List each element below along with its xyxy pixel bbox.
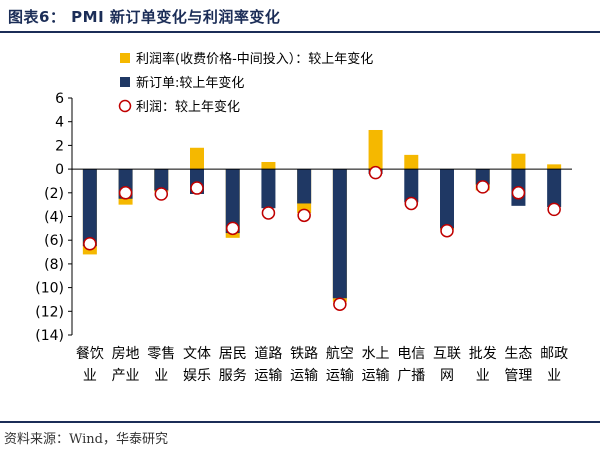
profit-marker: [368, 165, 383, 180]
profit-marker: [261, 206, 276, 220]
new-orders-bar: [404, 169, 419, 203]
x-category-label: 管理: [504, 368, 532, 384]
chart-title: 图表6： PMI 新订单变化与利润率变化: [8, 8, 281, 26]
new-orders-bar: [440, 169, 454, 229]
x-category-label: 娱乐: [183, 368, 211, 384]
profit-marker: [83, 237, 97, 251]
x-category-label: 运输: [362, 368, 390, 384]
profit-marker: [154, 187, 169, 201]
x-category-label: 运输: [254, 368, 282, 384]
y-tick-label: (14): [35, 328, 64, 344]
y-tick-label: (4): [44, 210, 64, 226]
new-orders-bar: [475, 169, 490, 185]
y-tick-label: (2): [44, 186, 64, 202]
new-orders-bar: [154, 169, 169, 191]
new-orders-bar: [261, 169, 276, 209]
y-tick-label: (8): [44, 257, 64, 273]
profit-marker: [404, 196, 419, 211]
profit-marker: [118, 186, 133, 200]
x-category-label: 互联: [433, 346, 461, 362]
profit-margin-bar: [404, 154, 419, 170]
legend-label-profit-margin: 利润率(收费价格-中间投入）：较上年变化: [136, 51, 373, 67]
new-orders-bar: [297, 169, 312, 204]
profit-margin-bar: [261, 161, 276, 170]
x-category-label: 广播: [397, 368, 425, 384]
profit-margin-bar: [511, 153, 526, 170]
x-category-label: 文体: [183, 346, 211, 362]
x-category-label: 批发: [469, 346, 497, 362]
x-category-label: 水上: [362, 346, 390, 362]
profit-marker: [475, 180, 490, 194]
y-tick-label: 2: [55, 138, 64, 154]
legend-swatch-profit: [118, 99, 132, 113]
y-axis: 6 4 2 0 (2) (4) (6) (8) (10) (12) (14): [35, 91, 73, 344]
source-note: 资料来源：Wind，华泰研究: [4, 432, 168, 447]
profit-marker: [190, 181, 204, 195]
y-tick-label: 4: [55, 115, 64, 131]
x-category-label: 网: [440, 368, 454, 384]
bars: [82, 129, 562, 302]
x-category-label: 生态: [504, 346, 532, 362]
x-category-label: 居民: [219, 346, 247, 362]
x-category-label: 产业: [112, 368, 140, 384]
x-category-label: 业: [83, 368, 97, 384]
legend-swatch-profit-margin: [120, 53, 130, 63]
y-tick-label: (10): [35, 281, 64, 297]
new-orders-bar: [225, 169, 240, 234]
x-category-label: 业: [154, 368, 168, 384]
x-category-label: 铁路: [290, 346, 318, 362]
x-category-label: 零售: [147, 346, 175, 362]
y-tick-label: (6): [44, 233, 64, 249]
x-category-label: 运输: [290, 368, 318, 384]
y-tick-label: 0: [55, 162, 64, 178]
new-orders-bar: [547, 169, 562, 208]
profit-margin-bar: [368, 129, 383, 170]
y-tick-label: 6: [55, 91, 64, 107]
profit-marker: [547, 202, 561, 217]
new-orders-bar: [82, 169, 97, 247]
profit-marker: [511, 186, 526, 200]
x-category-label: 电信: [397, 346, 425, 362]
legend-label-new-orders: 新订单:较上年变化: [136, 75, 244, 91]
legend-label-profit: 利润：较上年变化: [136, 99, 240, 115]
new-orders-bar: [332, 169, 347, 299]
legend-swatch-new-orders: [120, 77, 130, 87]
x-category-label: 业: [476, 368, 490, 384]
x-category-label: 运输: [326, 368, 354, 384]
profit-marker: [297, 208, 311, 223]
profit-marker: [225, 221, 240, 236]
x-axis-labels: 餐饮业房地产业零售业文体娱乐居民服务道路运输铁路运输航空运输水上运输电信广播互联…: [76, 346, 568, 384]
x-category-label: 服务: [219, 368, 247, 384]
profit-margin-bar: [190, 147, 204, 170]
title-rule: [0, 31, 600, 33]
y-tick-label: (12): [35, 304, 64, 320]
profit-marker: [333, 297, 347, 311]
x-category-label: 房地: [112, 346, 140, 362]
x-category-label: 餐饮: [76, 346, 104, 362]
profit-marker: [440, 223, 454, 238]
x-category-label: 道路: [254, 346, 282, 362]
x-category-label: 业: [547, 368, 561, 384]
markers: [83, 165, 561, 311]
x-category-label: 邮政: [540, 346, 568, 362]
profit-margin-bar: [547, 164, 562, 170]
x-category-label: 航空: [326, 346, 354, 362]
footer-rule: [0, 421, 600, 423]
